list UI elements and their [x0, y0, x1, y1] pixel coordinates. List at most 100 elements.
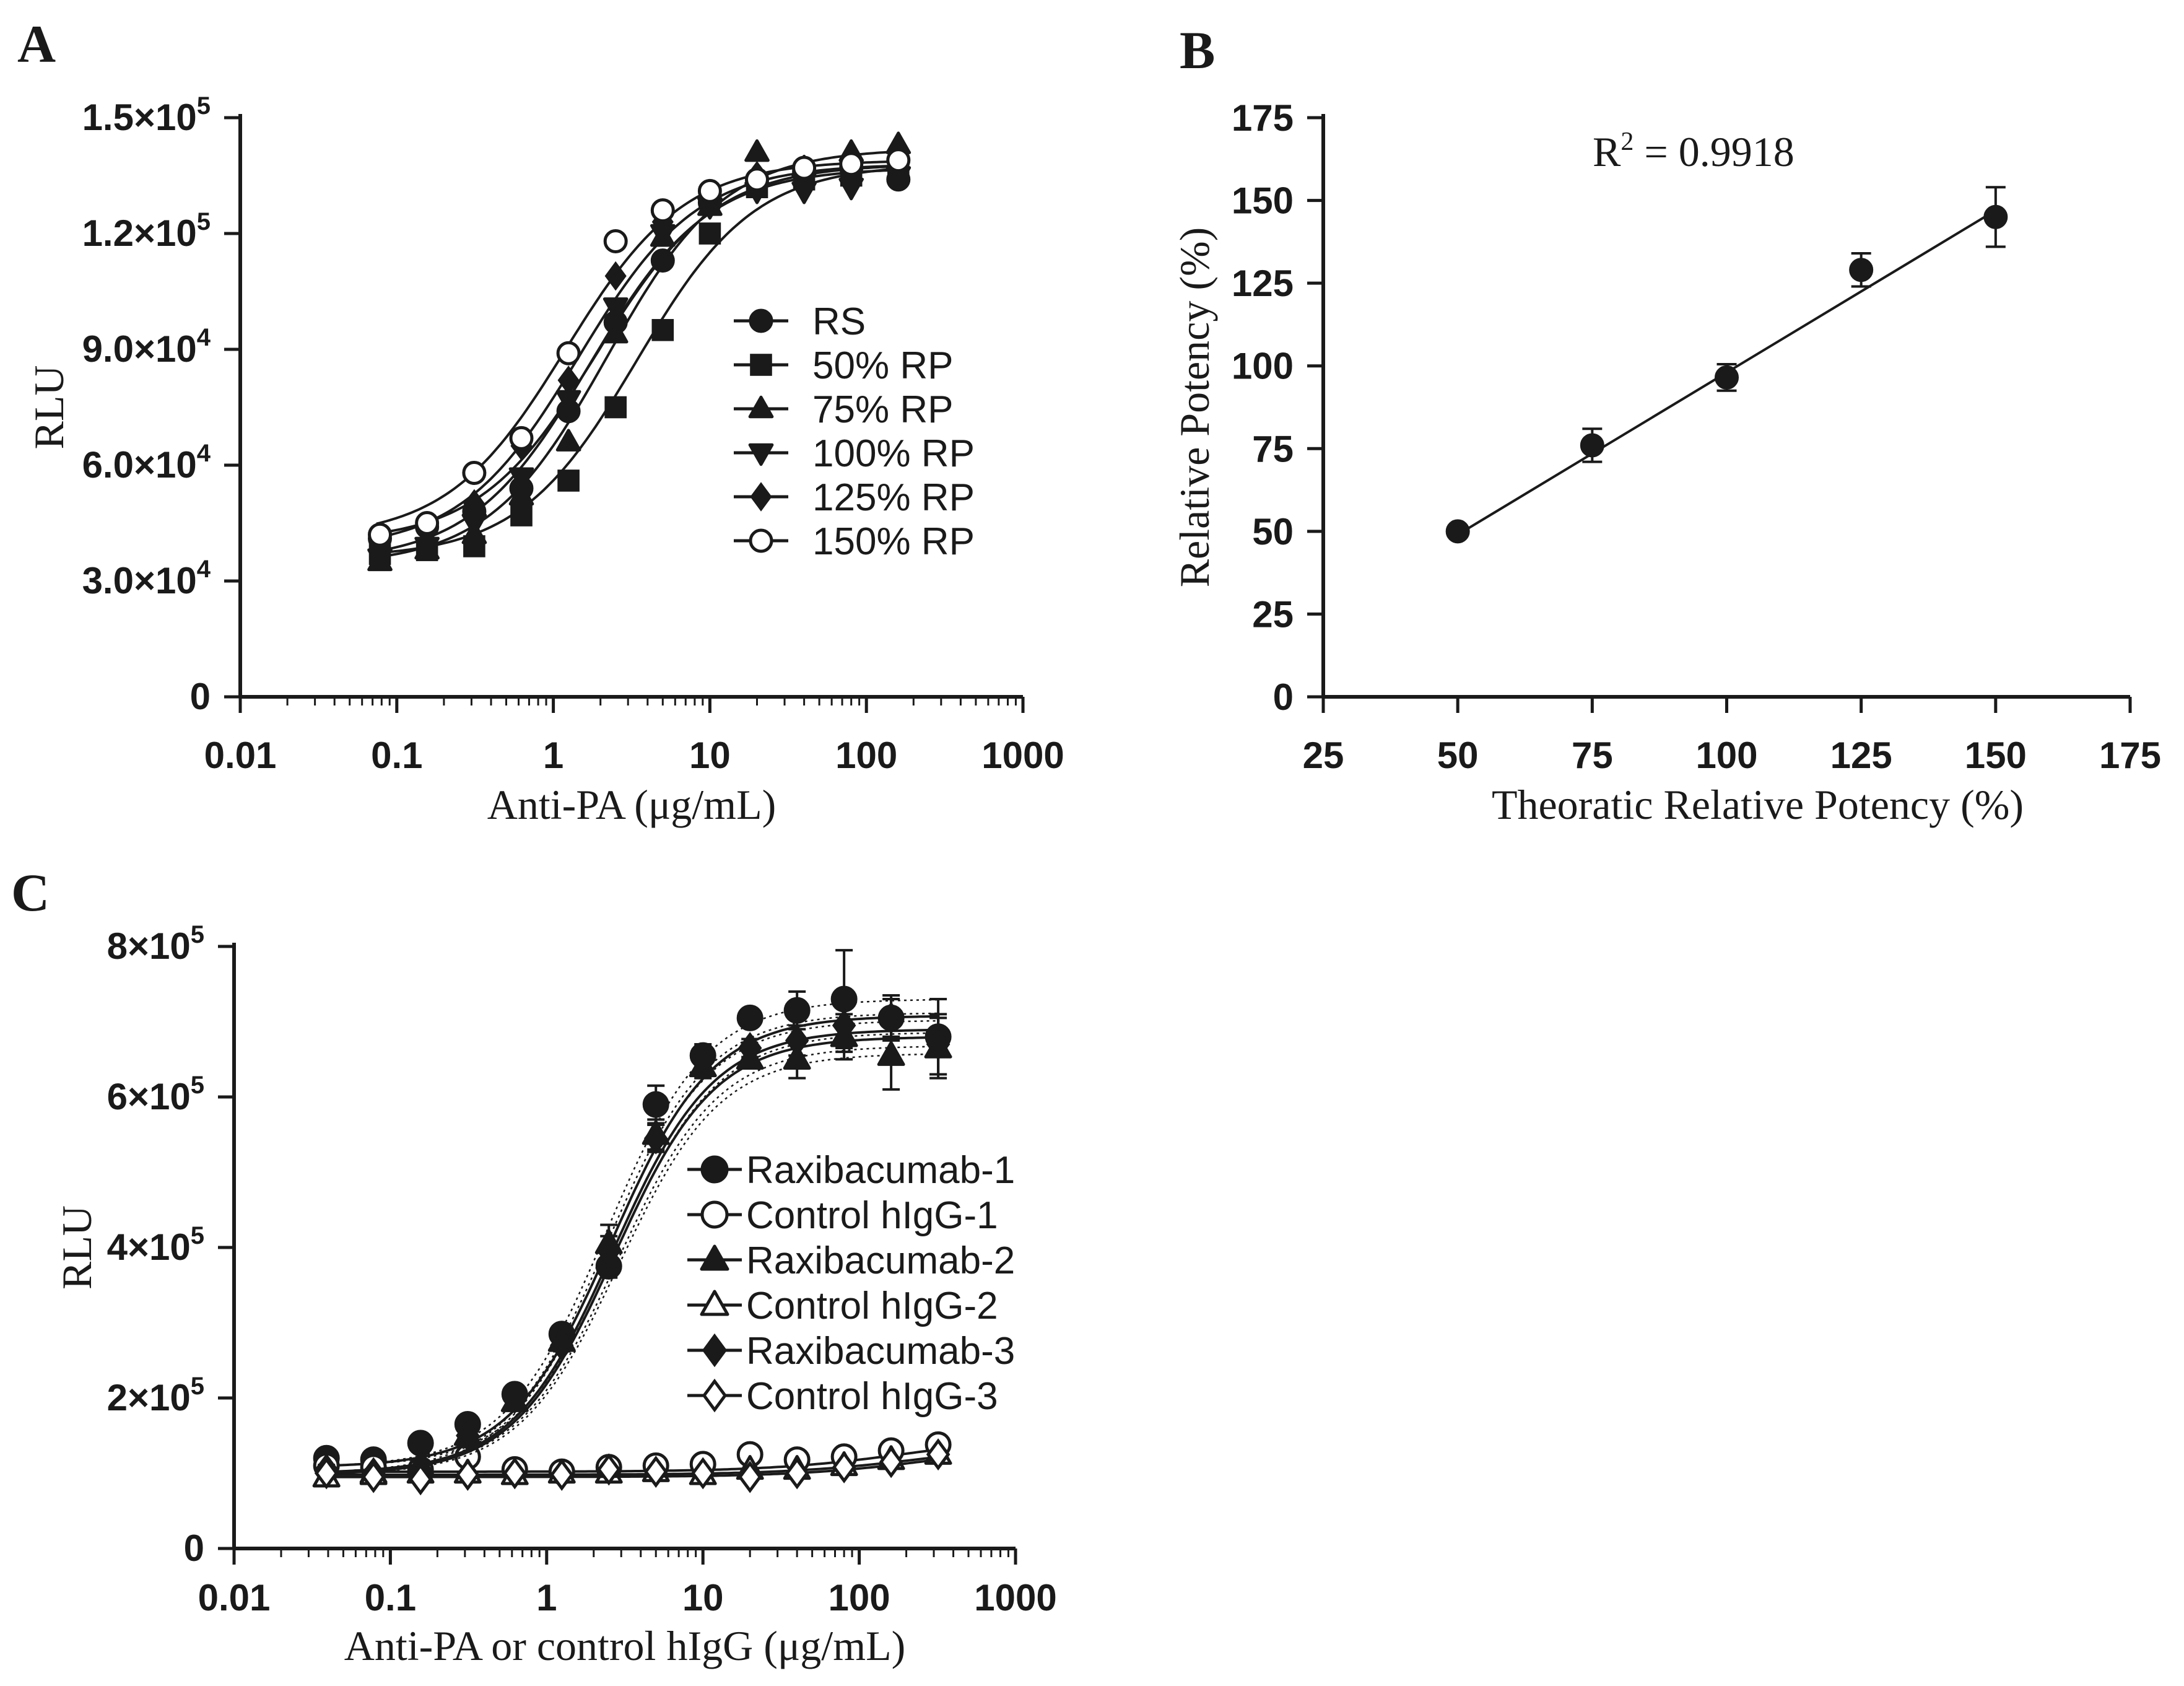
data-point [1983, 204, 2008, 229]
data-point-group [1983, 186, 2008, 248]
data-point [596, 1453, 621, 1486]
panel-b: B25 50 75 100 125 150 1750255075100125150175Re… [1171, 20, 2161, 828]
data-point [503, 1381, 527, 1415]
data-point-group [1445, 519, 1470, 544]
data-point [314, 1457, 339, 1490]
legend-label: 50% RP [812, 344, 953, 387]
x-tick-label: 1 [543, 735, 563, 776]
y-axis-title: Relative Potency (%) [1171, 227, 1218, 588]
x-tick-label: 100 [1695, 735, 1757, 776]
data-point [550, 1329, 574, 1362]
fit-curve [376, 168, 900, 553]
data-point [737, 1031, 762, 1065]
data-point [550, 1458, 574, 1491]
data-point [698, 222, 721, 245]
data-point [690, 1043, 715, 1076]
legend-label: Control hIgG-3 [746, 1375, 998, 1418]
legend-marker [700, 1155, 729, 1184]
y-tick-label: 0 [1273, 676, 1294, 718]
y-tick-label: 75 [1252, 428, 1294, 470]
y-tick-label: 4×105 [107, 1222, 204, 1268]
x-tick-label: 0.01 [204, 735, 277, 776]
legend-marker [702, 1333, 728, 1368]
data-point [926, 1438, 951, 1471]
data-point [456, 1419, 480, 1452]
confidence-band [323, 1020, 940, 1474]
series-150-rp [368, 148, 911, 547]
data-point [697, 178, 722, 203]
data-point [555, 429, 581, 452]
data-point [744, 139, 770, 162]
data-point [642, 1091, 669, 1118]
data-point [361, 1461, 386, 1493]
panel-a: A 0.01 0.1 1 10 100 1000 0 3.0×104 6.0×104 9.0×104… [17, 14, 1064, 828]
data-point [1849, 258, 1874, 282]
data-point [650, 198, 675, 223]
legend-marker [700, 1290, 729, 1316]
series-control-higg-3 [314, 1438, 951, 1496]
x-tick-label: 0.1 [365, 1577, 416, 1618]
data-point-group [1849, 252, 1874, 288]
panel-letter-a: A [17, 14, 56, 74]
y-tick-label: 125 [1232, 263, 1294, 304]
legend-entry: Control hIgG-3 [687, 1375, 998, 1418]
data-point [650, 248, 675, 273]
legend-label: Control hIgG-2 [746, 1285, 998, 1327]
x-tick-label: 10 [689, 735, 731, 776]
legend-label: 100% RP [812, 432, 975, 475]
y-tick-label: 6.0×104 [82, 440, 211, 486]
data-point [832, 1451, 856, 1483]
data-point [785, 1024, 809, 1057]
legend-entry: 75% RP [734, 388, 953, 431]
x-tick-label: 25 [1303, 735, 1344, 776]
data-point [737, 1461, 762, 1493]
data-point [408, 1463, 433, 1496]
x-tick-label: 1000 [981, 735, 1064, 776]
legend-marker [700, 1200, 729, 1229]
data-point [783, 1044, 811, 1070]
x-axis-title: Anti-PA or control hIgG (μg/mL) [344, 1622, 906, 1669]
legend-entry: Control hIgG-1 [687, 1194, 998, 1237]
legend-marker [748, 443, 774, 466]
r-squared-annotation: R2 = 0.9918 [1593, 128, 1795, 175]
legend-marker [702, 1378, 728, 1413]
data-point [792, 155, 817, 180]
legend-label: 150% RP [812, 520, 975, 563]
x-tick-label: 100 [835, 735, 897, 776]
x-tick-label: 1000 [974, 1577, 1056, 1618]
data-point [745, 167, 770, 192]
y-tick-label: 3.0×104 [82, 556, 211, 601]
y-tick-label: 100 [1232, 346, 1294, 387]
data-point [415, 511, 440, 535]
data-point [1445, 519, 1470, 544]
data-point [556, 341, 581, 365]
y-axis-title: RLU [25, 365, 72, 450]
y-tick-label: 150 [1232, 180, 1294, 222]
legend-label: 125% RP [812, 476, 975, 519]
data-point [783, 997, 811, 1024]
data-point [1580, 433, 1604, 458]
data-point [503, 1457, 527, 1490]
legend-label: Control hIgG-1 [746, 1194, 998, 1237]
y-tick-label: 2×105 [107, 1373, 204, 1418]
y-axis-title: RLU [53, 1205, 100, 1290]
legend-entry: 50% RP [734, 344, 953, 387]
legend-label: RS [812, 300, 866, 343]
x-tick-label: 75 [1572, 735, 1613, 776]
legend-label: Raxibacumab-3 [746, 1330, 1015, 1373]
data-point [736, 1004, 764, 1031]
fit-curve [323, 1028, 940, 1474]
data-point [879, 1002, 903, 1034]
x-tick-label: 100 [829, 1577, 890, 1618]
y-tick-label: 25 [1252, 593, 1294, 635]
data-point-group [1580, 427, 1604, 463]
data-point [509, 426, 534, 450]
data-point [886, 148, 911, 173]
legend-marker [748, 395, 774, 419]
y-tick-label: 8×105 [107, 921, 204, 967]
data-point [926, 1028, 951, 1061]
legend-entry: RS [734, 300, 866, 343]
legend-marker [750, 354, 772, 376]
y-tick-label: 0 [184, 1527, 204, 1569]
data-point [643, 1122, 668, 1155]
